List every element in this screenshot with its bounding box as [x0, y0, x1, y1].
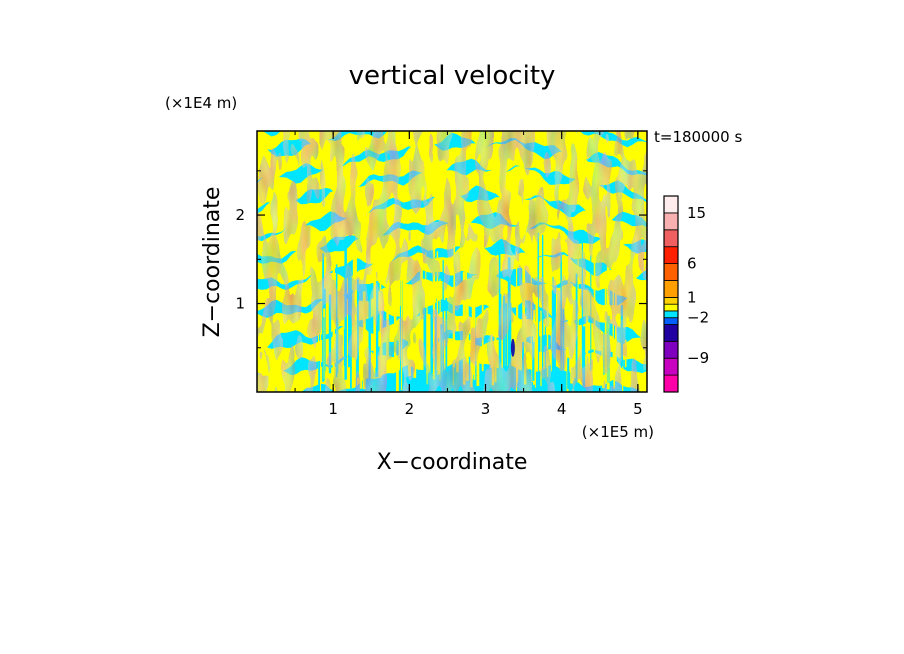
x-axis: 1 2 3 4 5 — [294, 131, 643, 418]
updraft-core-mark — [510, 338, 515, 357]
y-axis: 12 — [235, 170, 647, 349]
colorbar-bin — [663, 340, 679, 359]
colorbar-bin — [663, 323, 679, 342]
colorbar-tick-label: 15 — [687, 204, 706, 222]
colorbar-bin — [663, 263, 679, 281]
colorbar-bin — [663, 317, 679, 325]
y-tick-label: 2 — [235, 206, 245, 224]
colorbar-bin — [663, 357, 679, 376]
x-tick-label: 2 — [405, 400, 415, 418]
colorbar-tick-label: 1 — [687, 288, 697, 306]
colorbar-bin — [663, 280, 679, 298]
colorbar-tick-label: 6 — [687, 255, 697, 273]
colorbar-bin — [663, 229, 679, 248]
plot-frame — [256, 130, 648, 393]
chart-title: vertical velocity — [349, 61, 556, 91]
y-axis-title: Z−coordinate — [200, 187, 225, 338]
updraft-core — [510, 338, 515, 357]
x-tick-label: 4 — [557, 400, 567, 418]
x-tick-label: 3 — [481, 400, 491, 418]
colorbar-bin — [663, 374, 679, 393]
x-unit-label: (×1E5 m) — [582, 423, 654, 441]
colorbar-bin — [663, 296, 679, 305]
field-turbulence — [257, 131, 647, 392]
colorbar-bin — [663, 195, 679, 214]
x-tick-label: 5 — [633, 400, 643, 418]
y-tick-label: 1 — [235, 295, 245, 313]
colorbar-bin — [663, 310, 679, 319]
colorbar: 15 6 1 −2 −9 — [663, 195, 709, 393]
y-unit-label: (×1E4 m) — [165, 94, 237, 112]
plot-area — [257, 131, 647, 392]
colorbar-bin — [663, 303, 679, 312]
colorbar-tick-label: −2 — [687, 309, 709, 327]
time-label: t=180000 s — [654, 128, 742, 146]
colorbar-bin — [663, 246, 679, 264]
colorbar-tick-label: −9 — [687, 349, 709, 367]
colorbar-frame — [663, 195, 679, 393]
colorbar-bin — [663, 212, 679, 231]
x-tick-label: 1 — [328, 400, 338, 418]
x-axis-title: X−coordinate — [377, 450, 528, 475]
